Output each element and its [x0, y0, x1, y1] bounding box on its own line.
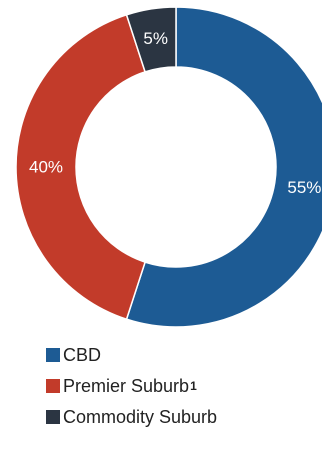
legend-label-premier-suburb: Premier Suburb	[63, 375, 190, 396]
legend-item-commodity-suburb: Commodity Suburb	[46, 407, 218, 427]
slice-label-cbd: 55%	[287, 178, 321, 197]
legend-label-cbd: CBD	[63, 344, 102, 365]
slice-label-commodity-suburb: 5%	[143, 29, 168, 48]
legend-label-commodity-suburb: Commodity Suburb	[63, 406, 218, 427]
legend-swatch-commodity-suburb	[46, 410, 60, 424]
slice-cbd	[125, 6, 322, 328]
legend-swatch-cbd	[46, 348, 60, 362]
legend-item-cbd: CBD	[46, 345, 218, 365]
legend-item-premier-suburb: Premier Suburb 1	[46, 376, 218, 396]
legend-swatch-premier-suburb	[46, 379, 60, 393]
chart-legend: CBD Premier Suburb 1 Commodity Suburb	[46, 345, 218, 438]
slice-label-premier-suburb: 40%	[29, 158, 63, 177]
slice-premier-suburb	[15, 13, 147, 321]
slice-commodity-suburb	[125, 6, 177, 73]
